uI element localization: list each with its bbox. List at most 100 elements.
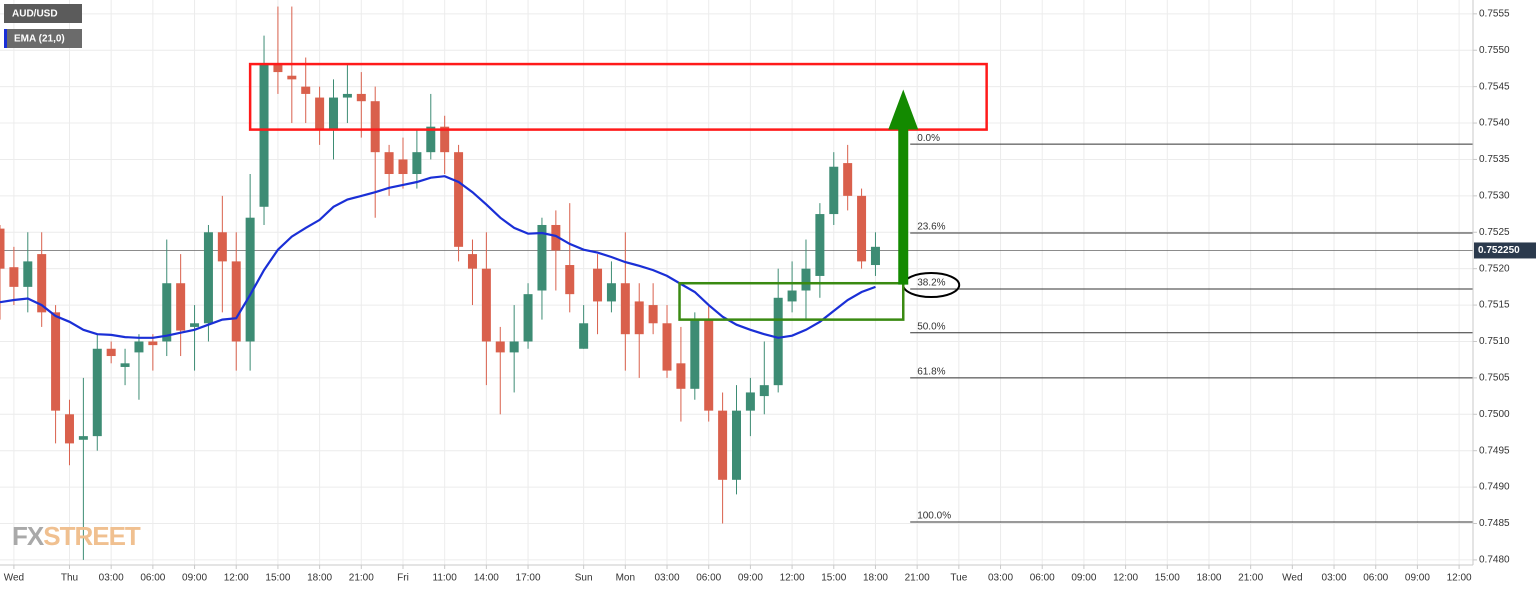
x-tick-label: 15:00 — [1155, 573, 1180, 584]
candle-body — [857, 195, 867, 262]
candle-body — [217, 232, 227, 262]
candle-body — [467, 254, 477, 269]
candle-body — [245, 217, 255, 342]
indicator-swatch — [4, 29, 7, 48]
candle-body — [870, 246, 880, 266]
last-price-badge — [1474, 242, 1536, 259]
indicator-label: EMA (21,0) — [14, 34, 65, 45]
x-tick-label: 11:00 — [433, 573, 458, 584]
candle-body — [329, 97, 339, 131]
candle-body — [773, 297, 783, 386]
x-tick-label: 09:00 — [1405, 573, 1430, 584]
x-tick-label: 21:00 — [905, 573, 930, 584]
candle-body — [634, 301, 644, 335]
symbol-badge — [4, 4, 82, 23]
x-tick-label: 18:00 — [307, 573, 332, 584]
candle-body — [509, 341, 519, 353]
candle-body — [648, 305, 658, 324]
y-tick-label: 0.7550 — [1479, 45, 1510, 56]
resistance-zone — [248, 62, 988, 131]
y-tick-label: 0.7510 — [1479, 336, 1510, 347]
candle-body — [426, 126, 436, 153]
x-tick-label: Wed — [4, 573, 24, 584]
candle-body — [356, 93, 366, 102]
x-tick-label: 17:00 — [516, 573, 541, 584]
x-tick-label: 03:00 — [988, 573, 1013, 584]
candle-body — [551, 224, 561, 251]
candle-body — [662, 323, 672, 371]
candle-body — [64, 414, 74, 444]
fib-label: 50.0% — [917, 321, 945, 332]
fib-label: 38.2% — [917, 278, 945, 289]
candle-body — [843, 163, 853, 196]
x-tick-label: 09:00 — [1071, 573, 1096, 584]
fib-label: 0.0% — [917, 133, 940, 144]
x-tick-label: 06:00 — [696, 573, 721, 584]
candle-body — [620, 283, 630, 335]
symbol-label: AUD/USD — [12, 9, 58, 20]
candle-body — [565, 265, 575, 295]
candle-body — [37, 254, 47, 313]
candle-body — [718, 410, 728, 480]
candle-body — [579, 323, 589, 349]
candle-body — [120, 363, 130, 367]
x-tick-label: 21:00 — [349, 573, 374, 584]
y-tick-label: 0.7520 — [1479, 263, 1510, 274]
watermark-part: STREET — [43, 521, 141, 551]
candle-body — [454, 152, 464, 247]
x-tick-label: Tue — [950, 573, 967, 584]
x-tick-label: 03:00 — [1322, 573, 1347, 584]
candle-body — [787, 290, 797, 302]
candle-body — [523, 294, 533, 342]
candle-body — [106, 348, 116, 357]
candle-body — [676, 363, 686, 389]
x-tick-label: 21:00 — [1238, 573, 1263, 584]
x-tick-label: 09:00 — [738, 573, 763, 584]
candle-body — [342, 93, 352, 98]
y-tick-label: 0.7500 — [1479, 409, 1510, 420]
watermark: FXSTREET — [12, 521, 141, 551]
candle-body — [440, 126, 450, 153]
indicator-badge — [4, 29, 82, 48]
candle-body — [273, 64, 283, 73]
candle-body — [190, 323, 200, 327]
candle-body — [801, 268, 811, 291]
y-tick-label: 0.7490 — [1479, 482, 1510, 493]
y-tick-label: 0.7480 — [1479, 555, 1510, 566]
y-tick-label: 0.7495 — [1479, 445, 1510, 456]
x-tick-label: 12:00 — [1447, 573, 1472, 584]
x-tick-label: 14:00 — [474, 573, 499, 584]
candle-body — [134, 341, 144, 353]
x-tick-label: 03:00 — [99, 573, 124, 584]
plot: 0.0% 23.6% 38.2% 50.0% 61.8% 100.0% — [0, 6, 1473, 560]
candle-body — [815, 214, 825, 276]
x-tick-label: Thu — [61, 573, 78, 584]
y-tick-label: 0.7545 — [1479, 81, 1510, 92]
candle-body — [606, 283, 616, 302]
candle-body — [537, 224, 547, 291]
candle-body — [759, 385, 769, 397]
candle-body — [398, 159, 408, 175]
last-price-label: 0.752250 — [1478, 245, 1520, 256]
candle-body — [745, 392, 755, 411]
candle-body — [287, 75, 297, 80]
candle-body — [23, 261, 33, 287]
x-tick-label: 06:00 — [1363, 573, 1388, 584]
candle-body — [92, 348, 102, 437]
candle-body — [384, 152, 394, 175]
x-tick-label: 18:00 — [1196, 573, 1221, 584]
candle-body — [412, 152, 422, 175]
candle-body — [51, 312, 61, 411]
x-tick-label: 12:00 — [780, 573, 805, 584]
candle-body — [203, 232, 213, 324]
fib-label: 100.0% — [917, 511, 951, 522]
y-tick-label: 0.7540 — [1479, 118, 1510, 129]
x-tick-label: 09:00 — [182, 573, 207, 584]
fib-label: 61.8% — [917, 367, 945, 378]
candle-body — [9, 267, 19, 287]
candle-body — [231, 261, 241, 342]
candle-body — [690, 319, 700, 389]
x-tick-label: 12:00 — [224, 573, 249, 584]
candle-body — [259, 64, 269, 207]
